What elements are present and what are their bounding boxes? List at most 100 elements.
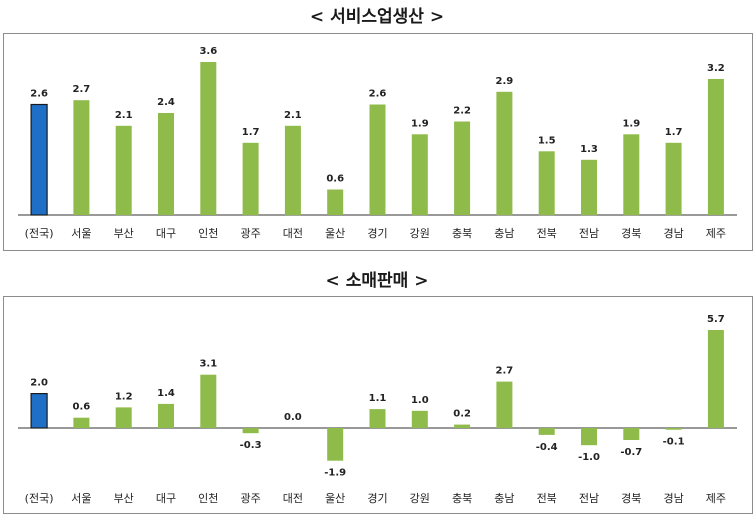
data-label: 2.7 xyxy=(496,366,514,377)
bar xyxy=(242,428,259,434)
data-label: 2.0 xyxy=(30,378,48,389)
bar xyxy=(454,121,471,215)
bar xyxy=(411,410,428,428)
bar xyxy=(369,409,386,428)
data-label: 2.6 xyxy=(369,89,387,100)
tick-label: 부산 xyxy=(114,492,134,505)
bar xyxy=(665,428,682,430)
bar xyxy=(496,91,513,216)
tick-label: 울산 xyxy=(325,492,345,505)
bar xyxy=(369,104,386,215)
tick-label: 대전 xyxy=(283,227,303,240)
data-label: -0.1 xyxy=(663,437,685,448)
tick-label: (전국) xyxy=(25,492,54,505)
bar xyxy=(284,125,301,216)
data-label: 3.2 xyxy=(707,63,725,74)
data-label: 2.4 xyxy=(157,97,175,108)
tick-label: 경북 xyxy=(621,227,641,240)
bar xyxy=(115,407,132,428)
data-label: 0.6 xyxy=(73,402,91,413)
tick-label: 충남 xyxy=(494,492,514,505)
bar xyxy=(242,142,259,216)
bar xyxy=(73,417,90,428)
bar xyxy=(623,428,640,440)
tick-label: 충남 xyxy=(494,227,514,240)
tick-label: 전북 xyxy=(537,227,557,240)
tick-label: 부산 xyxy=(114,227,134,240)
tick-label: 제주 xyxy=(706,227,726,240)
data-label: 1.9 xyxy=(622,118,640,129)
bar xyxy=(411,134,428,216)
tick-label: 경기 xyxy=(367,227,387,240)
bar xyxy=(327,189,344,215)
tick-label: 충북 xyxy=(452,492,472,505)
bar xyxy=(707,330,724,428)
data-label: 0.0 xyxy=(284,412,302,423)
data-label: 1.3 xyxy=(580,144,598,155)
data-label: 2.6 xyxy=(30,89,48,100)
tick-label: 전남 xyxy=(579,227,599,240)
tick-label: 경기 xyxy=(367,492,387,505)
tick-label: 대전 xyxy=(283,492,303,505)
data-label: 3.6 xyxy=(199,46,217,57)
data-label: -1.9 xyxy=(324,468,346,479)
tick-label: 서울 xyxy=(71,492,91,505)
data-label: 2.1 xyxy=(284,110,302,121)
bar xyxy=(707,79,724,215)
tick-label: 충북 xyxy=(452,227,472,240)
retail-chart-title: < 소매판매 > xyxy=(325,271,429,291)
bar xyxy=(327,428,344,461)
retail-chart: 2.0 (전국) 0.6 서울 1.2 부산 1.4 대구 3.1 인천 -0.3 광주 0.0 대전 -1… xyxy=(18,314,737,505)
tick-label: 대구 xyxy=(156,492,176,505)
tick-label: (전국) xyxy=(25,227,54,240)
tick-label: 강원 xyxy=(410,492,430,505)
bar xyxy=(496,381,513,428)
data-label: 2.9 xyxy=(496,76,514,87)
bar xyxy=(581,428,597,446)
bar xyxy=(158,113,174,215)
service-chart-title: < 서비스업생산 > xyxy=(309,7,445,27)
data-label: 1.1 xyxy=(369,393,387,404)
data-label: -0.3 xyxy=(240,440,262,451)
data-label: 5.7 xyxy=(707,314,725,325)
data-label: 2.1 xyxy=(115,110,133,121)
data-label: -0.4 xyxy=(536,442,558,453)
data-label: 2.2 xyxy=(453,106,471,117)
tick-label: 전남 xyxy=(579,492,599,505)
service-chart: 2.6 (전국) 2.7 서울 2.1 부산 2.4 대구 3.6 인천 1.7 광주 2.1 대전 0.6… xyxy=(18,46,737,240)
bar xyxy=(30,392,48,429)
data-label: 1.5 xyxy=(538,135,556,146)
bar xyxy=(538,151,555,216)
tick-label: 광주 xyxy=(240,492,260,505)
data-label: 1.9 xyxy=(411,118,429,129)
bar xyxy=(623,134,640,216)
data-label: 3.1 xyxy=(199,359,217,370)
bar xyxy=(200,374,217,428)
bar xyxy=(581,159,597,216)
data-label: 1.7 xyxy=(242,127,260,138)
bar xyxy=(200,62,217,215)
data-label: 1.0 xyxy=(411,395,429,406)
bar xyxy=(115,125,132,216)
bar xyxy=(158,403,174,428)
data-label: -0.7 xyxy=(620,447,642,458)
bar xyxy=(30,103,48,216)
bar xyxy=(538,428,555,435)
tick-label: 울산 xyxy=(325,227,345,240)
tick-label: 서울 xyxy=(71,227,91,240)
service-chart-panel: 2.6 (전국) 2.7 서울 2.1 부산 2.4 대구 3.6 인천 1.7 광주 2.1 대전 0.6… xyxy=(3,33,753,251)
retail-chart-panel: 2.0 (전국) 0.6 서울 1.2 부산 1.4 대구 3.1 인천 -0.3 광주 0.0 대전 -1… xyxy=(3,296,753,514)
data-label: 0.2 xyxy=(453,409,471,420)
tick-label: 광주 xyxy=(240,227,260,240)
tick-label: 인천 xyxy=(198,226,218,240)
tick-label: 인천 xyxy=(198,491,218,505)
bar xyxy=(454,424,471,428)
tick-label: 대구 xyxy=(156,227,176,240)
tick-label: 제주 xyxy=(706,492,726,505)
tick-label: 강원 xyxy=(410,227,430,240)
data-label: -1.0 xyxy=(578,452,600,463)
data-label: 1.4 xyxy=(157,388,175,399)
data-label: 0.6 xyxy=(326,174,344,185)
data-label: 1.7 xyxy=(665,127,683,138)
tick-label: 경남 xyxy=(663,227,683,240)
